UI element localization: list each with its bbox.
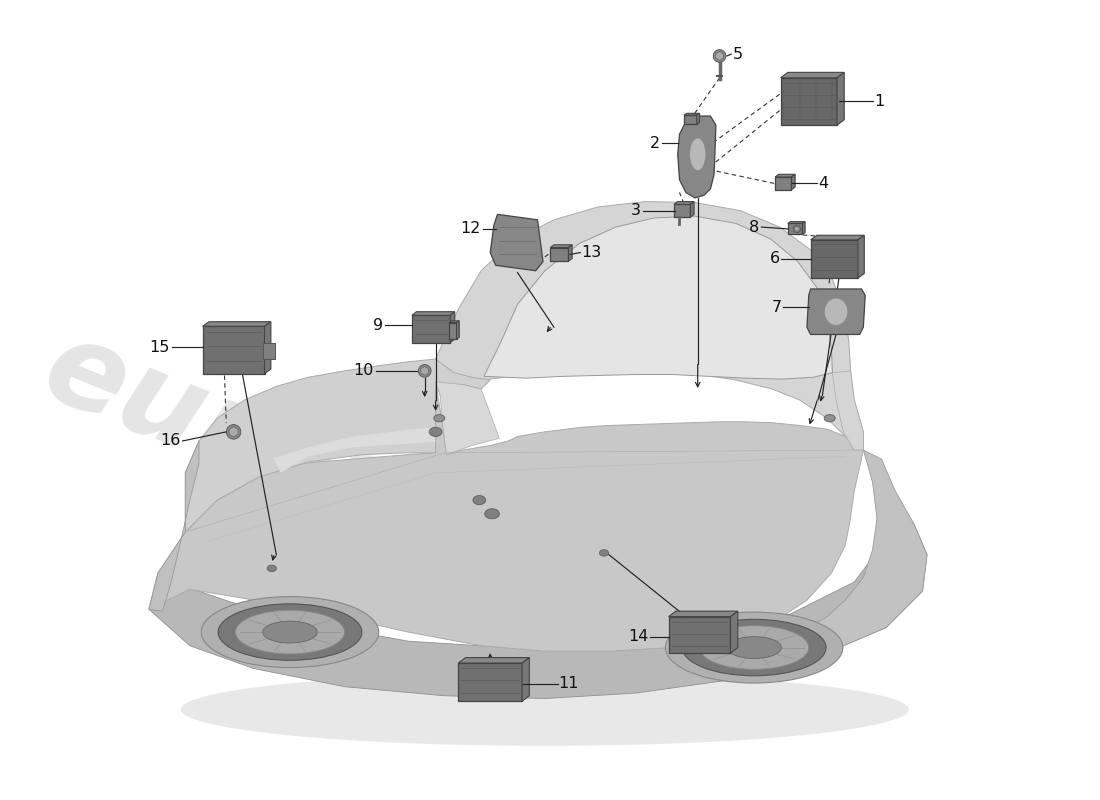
Ellipse shape	[235, 610, 344, 654]
Text: 2: 2	[650, 136, 660, 151]
Bar	[811, 240, 858, 278]
Bar	[776, 177, 792, 190]
Ellipse shape	[218, 604, 362, 660]
Bar	[263, 342, 275, 359]
Text: eurospe: eurospe	[29, 310, 570, 618]
Ellipse shape	[824, 414, 835, 422]
Polygon shape	[148, 382, 864, 651]
Polygon shape	[696, 114, 700, 124]
Text: 8: 8	[749, 219, 760, 234]
Polygon shape	[449, 321, 460, 322]
Polygon shape	[788, 222, 805, 223]
Ellipse shape	[267, 565, 276, 571]
Polygon shape	[459, 658, 529, 663]
Polygon shape	[185, 359, 491, 532]
Polygon shape	[569, 245, 572, 262]
Polygon shape	[484, 216, 833, 379]
Ellipse shape	[227, 425, 241, 439]
Text: 11: 11	[559, 677, 579, 691]
Polygon shape	[807, 289, 866, 334]
Polygon shape	[550, 245, 572, 247]
Polygon shape	[456, 321, 460, 339]
Text: 9: 9	[373, 318, 383, 333]
Ellipse shape	[473, 495, 486, 505]
Ellipse shape	[485, 509, 499, 518]
Polygon shape	[148, 518, 927, 698]
Ellipse shape	[793, 226, 801, 233]
Bar	[674, 204, 691, 217]
Polygon shape	[264, 322, 271, 374]
Ellipse shape	[600, 550, 608, 556]
Polygon shape	[436, 382, 499, 454]
Ellipse shape	[201, 597, 378, 667]
Bar	[781, 78, 837, 125]
Polygon shape	[794, 226, 799, 231]
Text: cs: cs	[295, 466, 468, 626]
Polygon shape	[716, 51, 724, 61]
Bar	[411, 315, 450, 342]
Polygon shape	[684, 114, 700, 115]
Text: 4: 4	[818, 176, 828, 191]
Bar	[459, 663, 522, 702]
Polygon shape	[491, 214, 543, 270]
Polygon shape	[691, 202, 694, 217]
Polygon shape	[776, 174, 795, 177]
Ellipse shape	[666, 612, 843, 683]
Ellipse shape	[433, 414, 444, 422]
Polygon shape	[858, 235, 865, 278]
Text: 1: 1	[874, 94, 884, 109]
Polygon shape	[808, 450, 927, 657]
Polygon shape	[522, 658, 529, 702]
Text: 10: 10	[353, 363, 374, 378]
Ellipse shape	[263, 621, 317, 643]
Polygon shape	[411, 312, 454, 315]
Polygon shape	[202, 322, 271, 326]
Polygon shape	[450, 312, 454, 342]
Polygon shape	[678, 116, 716, 198]
Polygon shape	[436, 202, 864, 450]
Text: 3: 3	[631, 203, 641, 218]
Polygon shape	[833, 371, 864, 450]
Polygon shape	[421, 366, 429, 375]
Bar	[202, 326, 264, 374]
Ellipse shape	[713, 50, 726, 62]
Polygon shape	[802, 222, 805, 234]
Text: 14: 14	[628, 629, 649, 644]
Polygon shape	[730, 611, 738, 653]
Text: 7: 7	[771, 300, 781, 314]
Text: 12: 12	[461, 222, 481, 236]
Ellipse shape	[429, 427, 442, 437]
Text: 13: 13	[581, 245, 602, 260]
Ellipse shape	[824, 298, 848, 326]
Polygon shape	[811, 235, 865, 240]
Polygon shape	[781, 72, 845, 78]
Polygon shape	[148, 441, 199, 611]
Polygon shape	[669, 611, 738, 617]
Text: 5: 5	[733, 46, 742, 62]
Text: a passion for parts since 1985: a passion for parts since 1985	[208, 501, 646, 700]
Polygon shape	[274, 427, 436, 473]
Text: 16: 16	[161, 434, 180, 449]
Ellipse shape	[180, 673, 909, 746]
Ellipse shape	[418, 365, 431, 378]
Bar	[550, 247, 569, 262]
Bar	[788, 223, 802, 234]
Ellipse shape	[682, 619, 826, 676]
Ellipse shape	[727, 637, 781, 658]
Polygon shape	[792, 174, 795, 190]
Bar	[669, 617, 730, 653]
Bar	[449, 322, 456, 339]
Polygon shape	[837, 72, 845, 125]
Text: 15: 15	[150, 340, 169, 354]
Ellipse shape	[690, 138, 706, 170]
Text: 6: 6	[770, 251, 780, 266]
Bar	[684, 115, 696, 124]
Polygon shape	[229, 426, 238, 437]
Ellipse shape	[700, 626, 808, 670]
Polygon shape	[674, 202, 694, 204]
